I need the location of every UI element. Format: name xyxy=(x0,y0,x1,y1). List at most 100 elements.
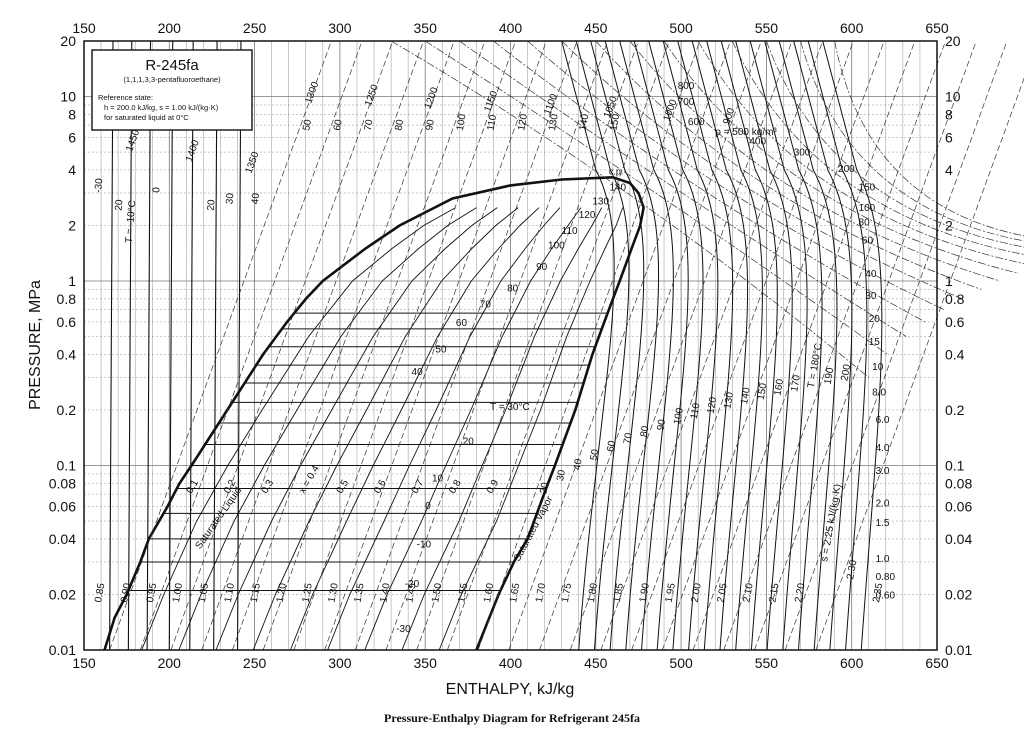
x-tick-label-top: 600 xyxy=(840,20,864,36)
isochore-label-top: 60 xyxy=(332,118,345,131)
isochore-label-top: 150 xyxy=(608,113,622,132)
y-tick-label-right: 10 xyxy=(945,89,961,105)
isentrope xyxy=(508,40,731,651)
isotherm-label-vapor: 40 xyxy=(572,458,585,471)
isotherm-liquid xyxy=(189,40,194,651)
isotherm-label-vapor: 170 xyxy=(789,374,803,393)
y-tick-label-left: 0.8 xyxy=(57,291,77,307)
y-tick-label-right: 0.8 xyxy=(945,291,965,307)
isochore xyxy=(800,40,1024,242)
reference-line-3: for saturated liquid at 0°C xyxy=(104,113,189,122)
x-tick-label-bottom: 200 xyxy=(158,655,182,671)
isotherm-liquid xyxy=(213,40,218,651)
isotherm-vapor xyxy=(822,40,883,651)
isotherm-label-two-phase: -20 xyxy=(405,579,420,590)
y-tick-label-right: 0.08 xyxy=(945,475,972,491)
isotherm-label-two-phase: -10 xyxy=(417,539,432,550)
isentrope-label: 1.85 xyxy=(612,582,626,604)
isochore-label: 800 xyxy=(678,81,695,92)
isentrope-label: 1.75 xyxy=(560,582,574,604)
isochore xyxy=(425,40,888,355)
y-tick-label-right: 0.1 xyxy=(945,458,965,474)
isentrope-label: 1.50 xyxy=(430,582,444,604)
isentrope xyxy=(232,40,455,651)
saturated-liquid-curve xyxy=(103,176,613,651)
isotherm-liquid xyxy=(168,40,174,651)
isochore-label: 60 xyxy=(862,235,874,246)
quality-label: x = 0.4 xyxy=(297,463,322,495)
isentrope xyxy=(477,40,701,651)
x-tick-label-bottom: 450 xyxy=(584,655,608,671)
isochore-label: 700 xyxy=(678,97,695,108)
isotherm-label-two-phase: 140 xyxy=(609,182,626,193)
isotherm-vapor xyxy=(648,40,704,651)
quality-line xyxy=(401,207,603,651)
saturated-liquid-label: Saturated Liquid xyxy=(193,485,244,551)
quality-label: 0.1 xyxy=(185,478,202,496)
isentrope-label: 1.30 xyxy=(327,582,341,604)
isotherm-vapor xyxy=(575,40,630,651)
x-tick-label-top: 650 xyxy=(925,20,949,36)
isochore-label: 2.0 xyxy=(876,498,890,509)
x-tick-label-bottom: 550 xyxy=(755,655,779,671)
isotherm-label-two-phase: 130 xyxy=(592,196,609,207)
x-tick-label-top: 250 xyxy=(243,20,267,36)
x-tick-label-bottom: 300 xyxy=(328,655,352,671)
isotherm-label-two-phase: -30 xyxy=(396,624,411,635)
isentrope-label: 1.60 xyxy=(482,582,496,604)
isentrope xyxy=(109,40,332,651)
critical-point-label: c.p. xyxy=(609,166,624,176)
isochore xyxy=(731,40,1024,255)
isotherm-liquid xyxy=(109,40,114,651)
y-tick-label-left: 4 xyxy=(68,162,76,178)
isochore-label: ρ = 500 kg/m³ xyxy=(715,127,777,138)
isotherm-label-vapor: 30 xyxy=(555,469,568,482)
isotherm-label-two-phase: 60 xyxy=(456,318,468,329)
isentrope xyxy=(201,40,424,651)
isotherm-label-two-phase: 0 xyxy=(425,501,431,512)
quality-line xyxy=(364,207,582,651)
isochore-label-top: 120 xyxy=(516,113,530,132)
isochore-label: 40 xyxy=(865,269,877,280)
isochore-label-top: 90 xyxy=(424,118,437,131)
isotherm-label-two-phase: 20 xyxy=(463,436,475,447)
isentrope xyxy=(293,40,516,651)
isentrope-label: 1.70 xyxy=(534,582,548,604)
y-tick-label-right: 1 xyxy=(945,273,953,289)
isotherm-label-vapor: 60 xyxy=(605,439,618,452)
isochore xyxy=(561,40,963,300)
isentrope xyxy=(569,40,793,651)
isochore-label: 3.0 xyxy=(876,466,890,477)
isentrope-label: 1.55 xyxy=(456,582,470,604)
x-tick-label-top: 400 xyxy=(499,20,523,36)
isentrope-label: 1.25 xyxy=(301,582,315,604)
y-tick-label-left: 0.2 xyxy=(57,402,77,418)
y-tick-label-right: 2 xyxy=(945,217,953,233)
isochore xyxy=(390,40,869,378)
reference-line-1: Reference state: xyxy=(98,93,153,102)
y-tick-label-left: 20 xyxy=(60,33,76,49)
isotherm-liquid xyxy=(236,40,242,651)
y-tick-label-right: 0.06 xyxy=(945,498,972,514)
isentrope-label: 0.85 xyxy=(93,582,107,604)
plot-frame xyxy=(83,40,938,651)
x-tick-label-top: 200 xyxy=(158,20,182,36)
isotherm-label-vapor: 130 xyxy=(722,391,736,410)
quality-line xyxy=(252,207,519,651)
isotherm-label-vapor: 120 xyxy=(706,396,720,415)
isochore-label: 30 xyxy=(865,291,877,302)
isotherm-vapor xyxy=(735,40,793,651)
isentrope-label-top: 1100 xyxy=(542,92,560,116)
x-tick-label-top: 550 xyxy=(755,20,779,36)
isentrope-label: 2.30 xyxy=(845,559,859,581)
isochore xyxy=(834,40,1024,237)
isochore-label: 0.60 xyxy=(876,591,896,602)
isotherm-label-vapor: 110 xyxy=(689,402,703,420)
isentrope-label: 2.10 xyxy=(741,582,755,604)
isentrope xyxy=(692,40,916,651)
isochore-label: 8.0 xyxy=(872,387,886,398)
isentrope xyxy=(139,40,363,651)
isentrope xyxy=(662,40,885,651)
y-tick-label-right: 6 xyxy=(945,129,953,145)
